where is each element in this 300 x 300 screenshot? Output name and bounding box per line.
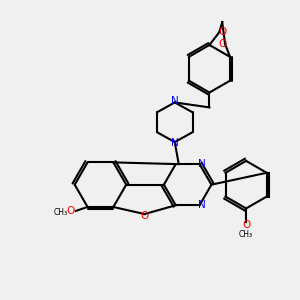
Text: CH₃: CH₃ [54,208,68,217]
Text: O: O [218,27,226,37]
Text: O: O [140,211,149,221]
Text: N: N [198,159,206,169]
Text: O: O [218,39,226,49]
Text: CH₃: CH₃ [239,230,253,239]
Text: N: N [198,200,206,210]
Text: N: N [171,138,178,148]
Text: N: N [171,97,178,106]
Text: O: O [242,220,250,230]
Text: O: O [67,206,75,216]
